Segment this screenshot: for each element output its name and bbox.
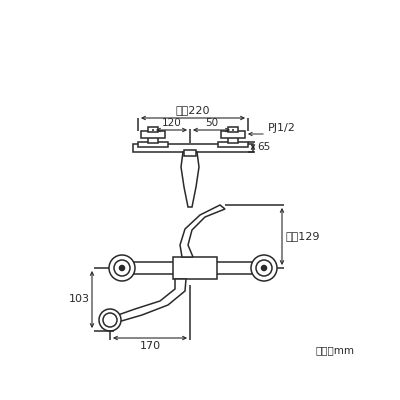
- Circle shape: [262, 266, 266, 270]
- Text: 120: 120: [162, 118, 181, 128]
- Circle shape: [103, 313, 117, 327]
- Polygon shape: [180, 205, 225, 257]
- FancyBboxPatch shape: [122, 262, 264, 274]
- FancyBboxPatch shape: [218, 142, 248, 147]
- Text: 103: 103: [69, 294, 90, 304]
- Text: 65: 65: [257, 142, 270, 152]
- Circle shape: [256, 260, 272, 276]
- Circle shape: [251, 255, 277, 281]
- FancyBboxPatch shape: [173, 257, 217, 279]
- Polygon shape: [118, 279, 186, 322]
- FancyBboxPatch shape: [148, 127, 158, 132]
- Circle shape: [109, 255, 135, 281]
- Polygon shape: [181, 152, 199, 207]
- Text: 最大220: 最大220: [176, 105, 210, 115]
- FancyBboxPatch shape: [221, 131, 245, 138]
- Text: 最大129: 最大129: [286, 232, 320, 242]
- Circle shape: [114, 260, 130, 276]
- Text: 170: 170: [140, 341, 160, 351]
- FancyBboxPatch shape: [148, 137, 158, 143]
- FancyBboxPatch shape: [138, 142, 168, 147]
- FancyBboxPatch shape: [228, 127, 238, 132]
- FancyBboxPatch shape: [228, 137, 238, 143]
- FancyBboxPatch shape: [133, 144, 253, 152]
- FancyBboxPatch shape: [184, 150, 196, 156]
- FancyBboxPatch shape: [141, 131, 165, 138]
- Circle shape: [99, 309, 121, 331]
- Text: PJ1/2: PJ1/2: [268, 123, 296, 133]
- Text: 50: 50: [205, 118, 218, 128]
- Circle shape: [120, 266, 124, 270]
- Text: 単位：mm: 単位：mm: [316, 345, 355, 355]
